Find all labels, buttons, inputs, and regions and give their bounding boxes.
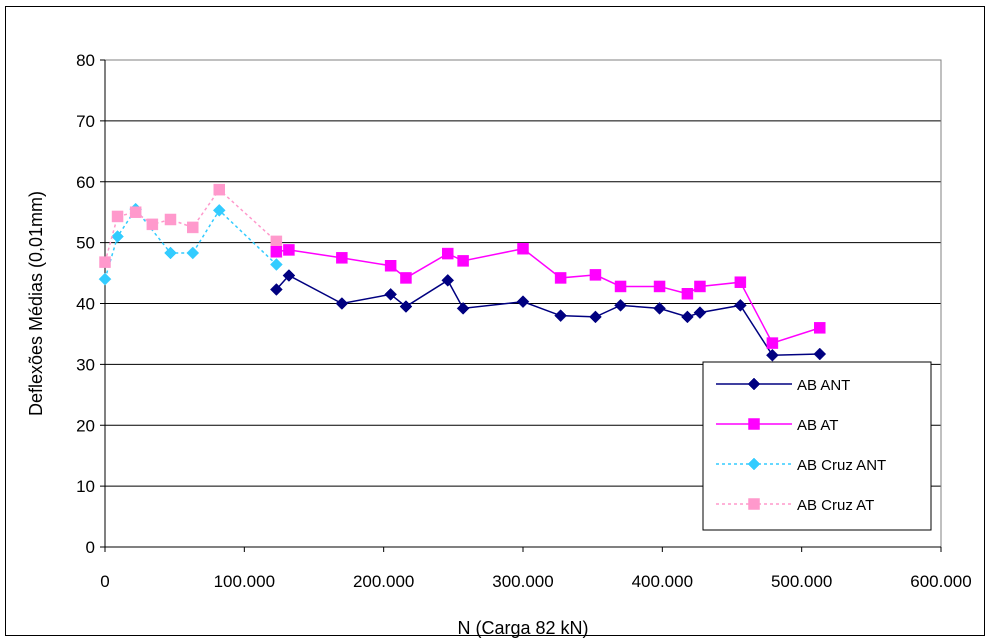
data-point-ab-at (614, 280, 627, 293)
data-point-ab-at (442, 247, 454, 260)
data-point-ab-ant (441, 274, 455, 287)
y-tick-label: 50 (76, 234, 95, 253)
y-tick-label: 30 (76, 355, 95, 374)
legend-box (702, 361, 932, 531)
data-point-ab-cruz-at (146, 218, 159, 231)
series-ab-cruz-ant (98, 202, 283, 286)
series-layer (98, 183, 827, 362)
legend-marker-ab-cruz-at (748, 498, 760, 510)
data-point-ab-ant (335, 297, 349, 310)
data-point-ab-cruz-at (111, 210, 124, 223)
series-line-ab-at (276, 247, 821, 344)
data-point-ab-at (400, 272, 412, 284)
chart-frame (5, 6, 985, 636)
series-ab-at (270, 242, 826, 349)
series-ab-cruz-at (99, 183, 283, 268)
y-tick-label: 10 (76, 477, 95, 496)
y-axis-label: Deflexões Médias (0,01mm) (26, 191, 46, 416)
data-point-ab-ant (681, 310, 694, 324)
data-point-ab-at (589, 269, 602, 281)
legend-label-ab-at: AB AT (797, 417, 838, 434)
x-tick-label: 100.000 (214, 572, 275, 591)
data-point-ab-at (766, 337, 779, 349)
data-point-ab-at (653, 280, 666, 293)
data-point-ab-ant (766, 348, 779, 362)
data-point-ab-at (554, 272, 567, 284)
data-point-ab-cruz-at (99, 256, 111, 268)
data-point-ab-at (694, 280, 706, 293)
data-point-ab-cruz-at (164, 213, 177, 226)
y-tick-label: 70 (76, 112, 95, 131)
legend-label-ab-cruz-at: AB Cruz AT (797, 497, 874, 514)
data-point-ab-ant (516, 295, 530, 309)
y-tick-label: 60 (76, 173, 95, 192)
data-point-ab-ant (384, 288, 397, 301)
data-point-ab-at (384, 260, 397, 272)
x-tick-label: 400.000 (632, 572, 693, 591)
data-point-ab-at (270, 246, 283, 258)
legend-marker-ab-cruz-ant (747, 457, 761, 471)
data-point-ab-ant (589, 310, 602, 324)
data-point-ab-at (814, 322, 826, 334)
data-point-ab-ant (734, 298, 747, 312)
legend-marker-ab-ant (747, 377, 761, 391)
data-point-ab-at (336, 252, 348, 264)
data-point-ab-cruz-at (129, 206, 142, 218)
data-point-ab-ant (282, 269, 296, 282)
series-line-ab-cruz-ant (104, 207, 277, 280)
legend-label-ab-cruz-ant: AB Cruz ANT (797, 457, 886, 474)
data-point-ab-at (681, 288, 694, 300)
data-point-ab-ant (270, 283, 283, 296)
x-tick-label: 600.000 (910, 572, 971, 591)
data-point-ab-cruz-ant (270, 258, 283, 271)
data-point-ab-ant (399, 300, 413, 313)
x-axis-label: N (Carga 82 kN) (457, 618, 588, 638)
data-point-ab-at (517, 242, 529, 255)
axes (100, 59, 942, 552)
data-point-ab-ant (554, 309, 567, 323)
tick-labels: 0 10 20 30 40 50 60 70 80 0 100.000 200.000 300.000 4… (76, 51, 972, 591)
data-point-ab-cruz-at (187, 221, 199, 234)
data-point-ab-ant (693, 306, 707, 319)
data-point-ab-cruz-at (270, 235, 283, 248)
data-point-ab-cruz-ant (98, 272, 112, 286)
x-tick-label: 0 (100, 572, 109, 591)
x-tick-label: 500.000 (771, 572, 832, 591)
legend-label-ab-ant: AB ANT (797, 377, 850, 394)
data-point-ab-cruz-ant (186, 246, 200, 260)
series-ab-ant (270, 269, 827, 362)
data-point-ab-at (734, 276, 747, 288)
legend-marker-ab-at (748, 418, 760, 430)
data-point-ab-cruz-ant (111, 230, 124, 243)
data-point-ab-at (283, 244, 295, 256)
data-point-ab-ant (614, 298, 627, 312)
y-tick-label: 20 (76, 416, 95, 435)
y-tick-label: 40 (76, 295, 95, 314)
legend: AB ANT AB AT AB Cruz ANT AB Cruz AT (702, 361, 932, 531)
data-point-ab-cruz-ant (164, 246, 177, 260)
y-tick-label: 80 (76, 51, 95, 70)
x-tick-label: 200.000 (353, 572, 414, 591)
data-point-ab-cruz-at (213, 183, 226, 196)
data-point-ab-at (457, 255, 469, 267)
x-tick-label: 300.000 (492, 572, 553, 591)
data-point-ab-ant (653, 302, 666, 315)
y-tick-label: 0 (86, 538, 95, 557)
data-point-ab-ant (456, 302, 470, 315)
data-point-ab-ant (813, 347, 827, 361)
data-point-ab-cruz-ant (212, 204, 226, 217)
